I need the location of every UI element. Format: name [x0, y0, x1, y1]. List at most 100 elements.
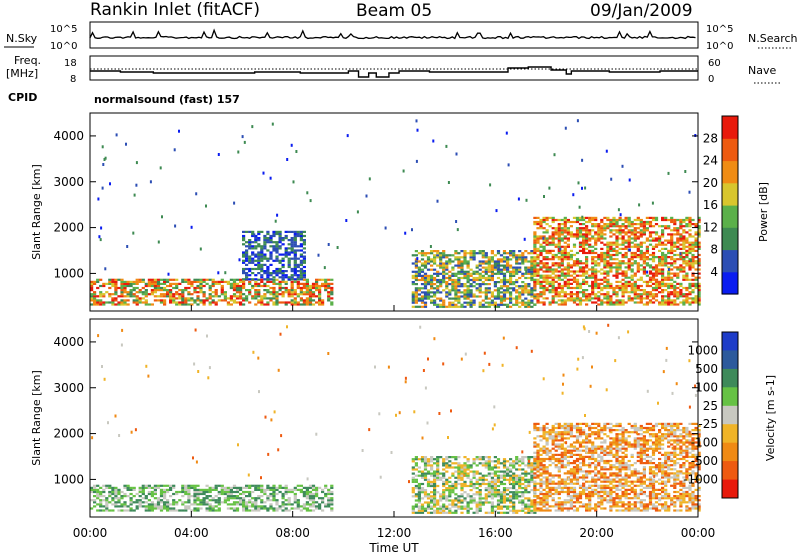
power-cell [573, 233, 576, 235]
power-cell [570, 233, 573, 235]
power-cell [260, 281, 263, 283]
power-cell [673, 260, 676, 262]
power-cell [640, 225, 643, 227]
power-cell [321, 285, 324, 287]
power-cell [245, 276, 248, 278]
velocity-cell [549, 495, 552, 497]
power-cell [275, 247, 278, 249]
velocity-cell [454, 477, 457, 479]
velocity-cell [463, 462, 466, 464]
power-cell [260, 266, 263, 268]
power-cell [93, 283, 96, 285]
power-cell [518, 262, 521, 264]
power-cell [99, 301, 102, 303]
power-cell [521, 258, 524, 260]
power-cell [445, 269, 448, 271]
power-cell [303, 274, 306, 276]
power-cell [236, 297, 239, 299]
power-cell [282, 287, 285, 289]
velocity-cell [491, 508, 494, 510]
power-cell [664, 258, 667, 260]
power-cell [172, 295, 175, 297]
power-cell [269, 254, 272, 256]
power-cell [670, 283, 673, 285]
power-cell [294, 239, 297, 241]
velocity-cell [187, 489, 190, 491]
power-cell [169, 289, 172, 291]
velocity-cell [530, 510, 533, 512]
power-cell [573, 270, 576, 272]
power-cell [612, 250, 615, 252]
power-cell [658, 301, 661, 303]
power-cell [539, 285, 542, 287]
velocity-cell [294, 497, 297, 499]
velocity-cell [521, 458, 524, 460]
velocity-cell [99, 503, 102, 505]
power-cell [257, 283, 260, 285]
power-cell [430, 277, 433, 279]
power-cell [193, 289, 196, 291]
power-cell [294, 256, 297, 258]
velocity-cell [108, 487, 111, 489]
velocity-cell [263, 501, 266, 503]
power-cell [543, 195, 545, 198]
power-cell [546, 256, 549, 258]
power-cell [257, 293, 260, 295]
power-cell [479, 306, 482, 308]
power-cell [619, 244, 622, 246]
power-cell [576, 221, 579, 223]
power-cell [570, 287, 573, 289]
power-cell [588, 221, 591, 223]
power-cell [546, 250, 549, 252]
power-cell [272, 233, 275, 235]
velocity-cell [133, 495, 136, 497]
velocity-cell [543, 437, 546, 439]
velocity-cell [533, 512, 536, 514]
velocity-cell [190, 495, 193, 497]
power-cell [309, 295, 312, 297]
power-cell [279, 260, 282, 262]
power-cell [424, 283, 427, 285]
velocity-cell [160, 495, 163, 497]
velocity-cell [297, 499, 300, 501]
power-cell [673, 258, 676, 260]
power-cell [640, 301, 643, 303]
power-cell [600, 252, 603, 254]
power-cell [318, 301, 321, 303]
velocity-cell [415, 458, 418, 460]
power-cell [527, 271, 530, 273]
power-cell [588, 299, 591, 301]
velocity-cell [227, 487, 230, 489]
power-cell [530, 289, 533, 291]
power-cell [640, 285, 643, 287]
power-cell [676, 275, 679, 277]
velocity-cell [421, 471, 424, 473]
freq-unit: [MHz] [6, 67, 38, 80]
velocity-cell [470, 489, 473, 491]
power-cell [585, 264, 588, 266]
velocity-cell [533, 506, 536, 508]
velocity-cell [275, 487, 278, 489]
velocity-cell [546, 441, 549, 443]
power-cell [594, 240, 597, 242]
power-cell [549, 244, 552, 246]
power-cell [591, 291, 594, 293]
velocity-cell [539, 466, 542, 468]
power-cell [491, 256, 494, 258]
power-cell [585, 273, 588, 275]
velocity-cell [558, 491, 561, 493]
velocity-cell [497, 466, 500, 468]
velocity-cell [178, 491, 181, 493]
velocity-cell [148, 503, 151, 505]
velocity-cell [448, 493, 451, 495]
velocity-cell [460, 464, 463, 466]
velocity-cell [181, 485, 184, 487]
power-cell [454, 273, 457, 275]
velocity-cell [117, 489, 120, 491]
power-cell [628, 295, 631, 297]
velocity-cell [215, 495, 218, 497]
velocity-cell [324, 487, 327, 489]
velocity-cell [463, 481, 466, 483]
power-cell [120, 279, 123, 281]
power-cell [294, 262, 297, 264]
